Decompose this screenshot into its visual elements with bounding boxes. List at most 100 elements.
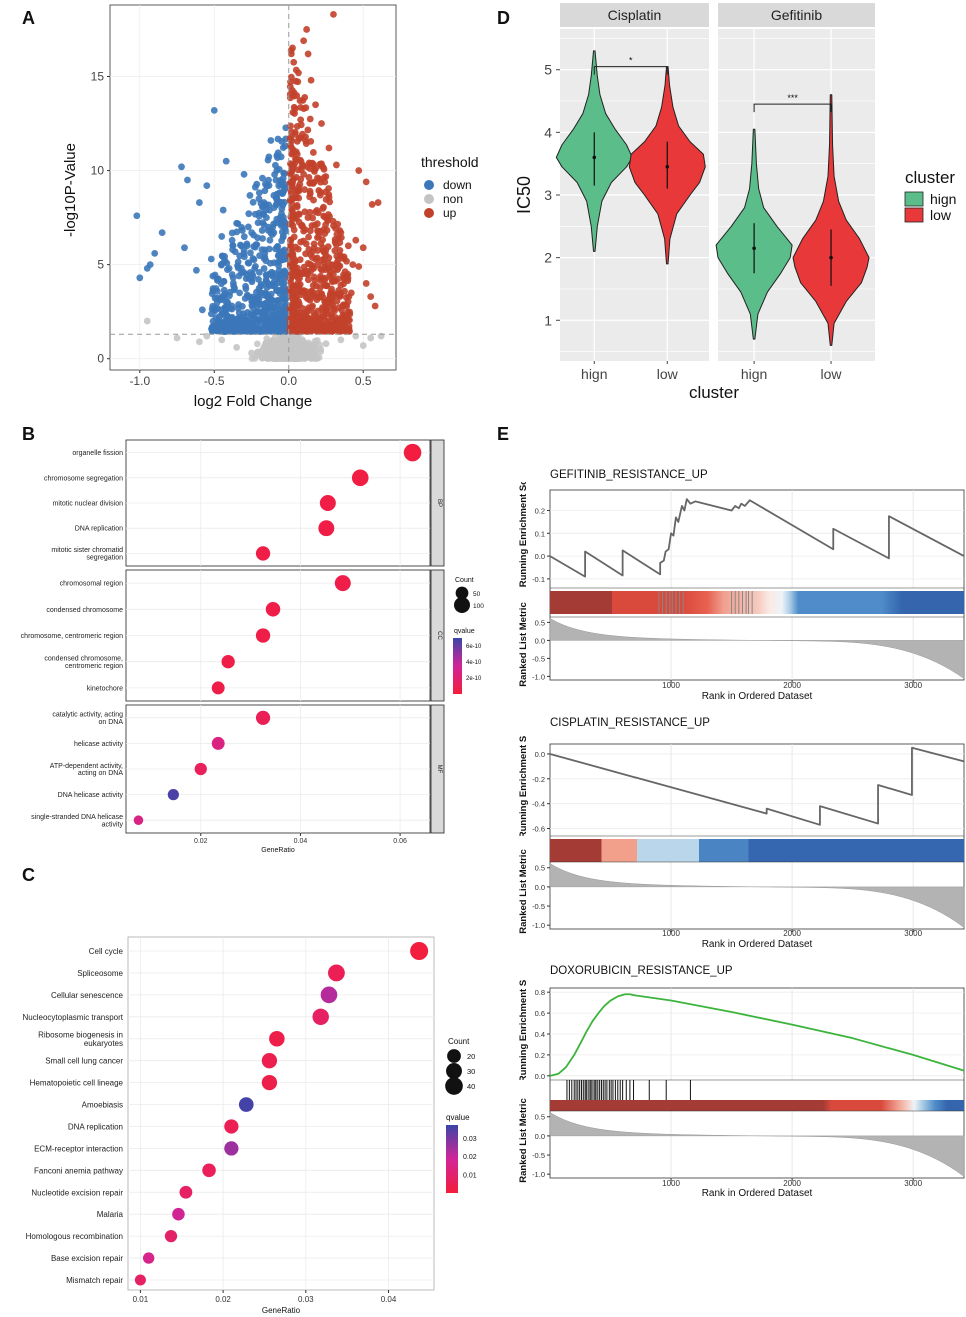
volcano-point-up [306,261,314,268]
kegg-color-legend-bar [446,1125,458,1193]
gsea-es-curve [549,746,965,826]
violin-x-axis-title: cluster [689,383,739,402]
volcano-point-down [229,242,237,250]
volcano-point-non [337,336,345,344]
volcano-point-down [273,297,281,305]
kegg-size-legend-key [447,1049,461,1063]
volcano-point-down [245,317,252,325]
violin-y-axis-title: IC50 [514,176,534,214]
volcano-point-non [203,332,211,340]
volcano-point-up [301,208,309,216]
volcano-point-up [325,191,333,199]
volcano-point-down [259,174,266,182]
kegg-size-legend-key [445,1077,463,1095]
kegg-dot [261,1074,278,1091]
go-x-axis-title: GeneRatio [261,847,295,854]
volcano-point-up [290,226,298,234]
go-dot [255,710,271,725]
kegg-x-tick-label: 0.02 [215,1295,231,1304]
volcano-point-down [211,271,219,279]
volcano-point-up [287,134,294,141]
kegg-term-label: Cellular senescence [51,991,124,1000]
panel-a-volcano-plot: -1.0 -0.5 0.0 0.5 0 5 10 15 log2 Fold Change -log… [62,4,479,410]
volcano-point-down [255,195,263,203]
volcano-point-down [133,212,141,220]
volcano-point-down [228,313,236,321]
volcano-point-up [292,173,300,181]
kegg-dot [312,1008,329,1026]
volcano-point-up [336,239,344,246]
volcano-point-up [294,280,302,287]
volcano-point-up [312,101,319,109]
violin-y-tick-label: 1 [544,312,552,328]
go-dot [351,469,369,487]
volcano-point-down [260,265,268,272]
volcano-point-down [281,318,289,326]
violin-strip-label: Cisplatin [608,7,662,23]
volcano-point-up [305,245,313,253]
violin-median-point [752,246,756,251]
volcano-legend-label-up: up [443,206,457,220]
volcano-point-non [248,355,256,362]
volcano-point-down [258,308,266,316]
gsea-es-tick-label: 0.6 [535,1009,545,1018]
gsea-es-tick-label: 0.0 [535,750,545,759]
go-term-label: chromosomal region [60,581,124,588]
volcano-point-up [320,281,328,289]
volcano-point-down [249,198,257,206]
volcano-point-up [287,50,295,58]
kegg-term-label: Nucleocytoplasmic transport [23,1013,124,1022]
go-term-label: ATP-dependent activity, acting on DNA [50,763,124,777]
volcano-point-down [272,161,279,169]
volcano-point-down [222,298,230,306]
volcano-point-up [330,305,338,313]
volcano-point-up [288,168,296,176]
gsea-metric-tick-label: 0.0 [535,883,545,892]
volcano-point-non [263,353,270,361]
volcano-point-up [291,128,299,136]
volcano-point-down [279,294,287,302]
gsea-x-tick-label: 1000 [662,681,680,690]
go-term-label: DNA replication [75,526,123,533]
volcano-point-up [297,121,305,129]
volcano-point-down [273,312,281,319]
go-color-legend-label: 2e-10 [466,676,482,682]
volcano-point-down [243,242,251,250]
go-dot [403,443,422,462]
kegg-color-legend-label: 0.03 [463,1136,477,1143]
volcano-point-down [245,259,253,267]
volcano-point-up [306,187,314,195]
volcano-y-axis-title: -log10P-Value [62,143,79,237]
go-facet-strip-label: BP [436,499,442,507]
kegg-term-label: Malaria [97,1210,124,1219]
volcano-y-tick-label: 15 [91,69,105,83]
gsea-metric-tick-label: 0.0 [535,636,545,645]
volcano-point-up [307,76,315,84]
volcano-point-down [208,290,216,298]
volcano-point-down [238,242,245,250]
go-term-label: helicase activity [74,741,124,748]
volcano-point-down [229,279,237,287]
gsea-es-tick-label: 0.1 [535,529,545,538]
volcano-point-up [322,321,330,329]
volcano-point-up [293,92,301,99]
volcano-point-down [262,206,270,214]
volcano-point-up [290,233,298,241]
volcano-legend-label-down: down [443,178,472,192]
volcano-point-down [151,249,159,257]
volcano-point-down [209,317,217,325]
gsea-metric-tick-label: 0.5 [535,864,545,873]
kegg-size-legend-title: Count [448,1037,470,1046]
volcano-point-up [313,328,321,335]
volcano-point-up [327,268,334,276]
gsea-title: GEFITINIB_RESISTANCE_UP [550,469,708,481]
kegg-dot [224,1141,239,1156]
volcano-point-down [242,285,250,293]
volcano-point-up [322,299,329,307]
volcano-point-down [250,312,258,320]
violin-median-point [829,255,833,260]
volcano-point-down [272,176,280,184]
go-term-label: catalytic activity, acting on DNA [52,712,123,726]
gsea-es-tick-label: 0.0 [535,552,545,561]
volcano-point-up [318,266,326,274]
